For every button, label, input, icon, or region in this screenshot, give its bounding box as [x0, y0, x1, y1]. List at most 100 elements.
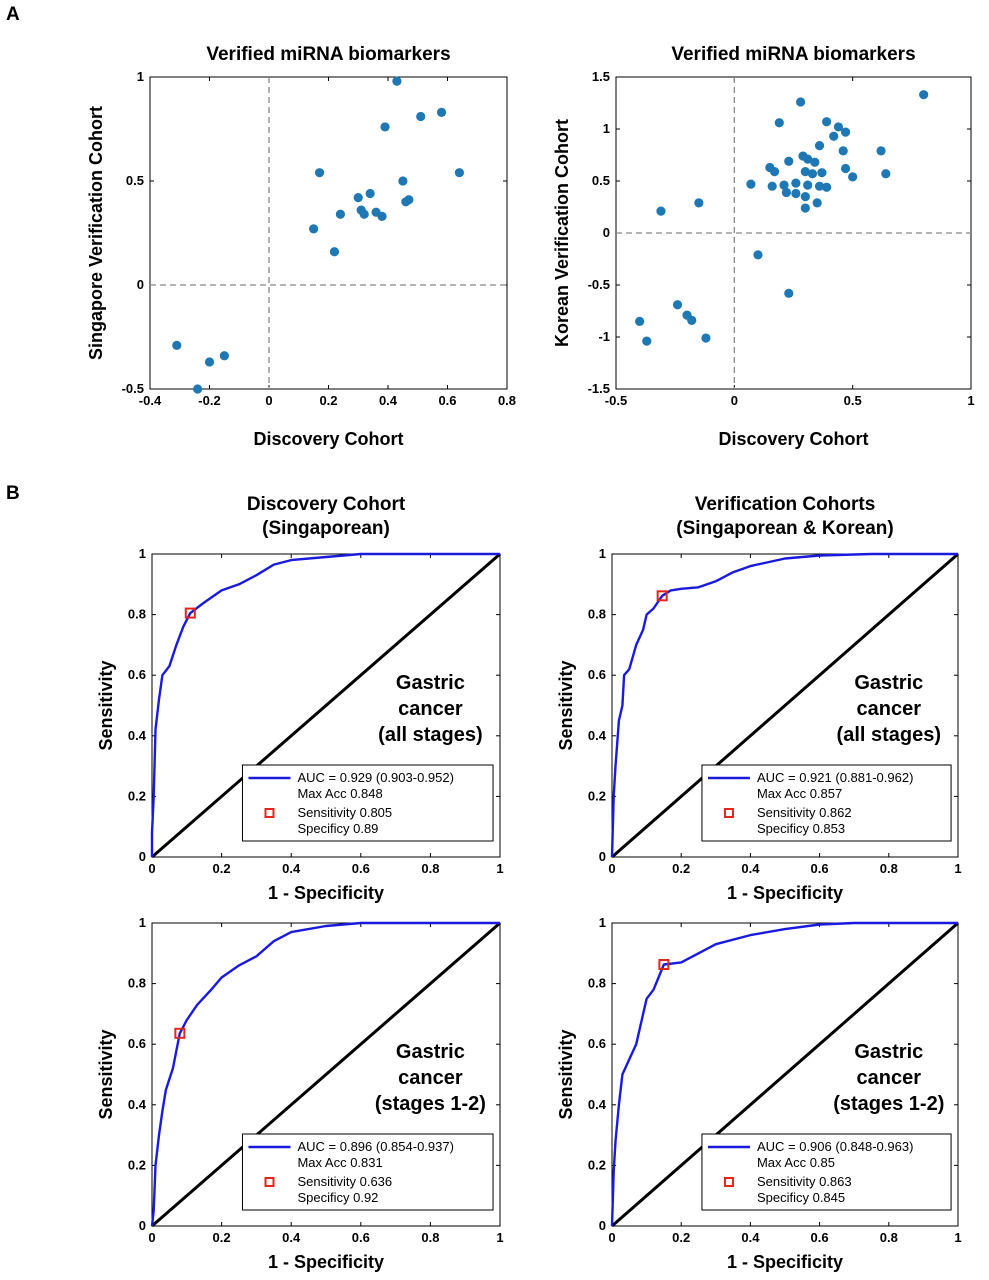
chart-1: -0.4 -0.2 0 0.2 0.4 0.6 0.8 -0.5 0 0.5 1 Discovery … — [86, 44, 516, 449]
data-point — [810, 157, 820, 167]
data-point — [822, 182, 832, 192]
chance-line — [151, 921, 501, 1228]
data-point — [807, 169, 818, 179]
x-tick-label: 0.2 — [213, 861, 231, 876]
chart-5: 0 0.2 0.4 0.6 0.8 1 0 0.2 0.4 0.6 0.8 1 1 - Specific… — [96, 915, 504, 1272]
annotation-line: (stages 1-2) — [375, 1093, 486, 1115]
y-tick-label: 0.4 — [128, 1097, 147, 1112]
y-tick-label: -0.5 — [122, 381, 144, 396]
y-tick-label: 0.4 — [588, 728, 607, 743]
x-tick-label: 1 — [496, 861, 503, 876]
chance-line — [151, 552, 501, 859]
x-tick-label: 0.6 — [438, 393, 456, 408]
x-tick-label: -0.4 — [139, 393, 162, 408]
data-point — [694, 198, 704, 208]
x-axis-label: 1 - Specificity — [268, 1252, 384, 1272]
data-point — [774, 118, 784, 128]
x-tick-label: 0.5 — [844, 393, 862, 408]
data-point — [204, 357, 215, 367]
data-point — [172, 340, 182, 350]
x-axis-label: 1 - Specificity — [727, 1252, 843, 1272]
x-tick-label: 0.6 — [352, 861, 370, 876]
data-point — [746, 179, 756, 189]
chart-2: -0.5 0 0.5 1 -1.5 -1 -0.5 0 0.5 1 1.5 Discovery Coh… — [552, 44, 975, 449]
y-tick-label: -1.5 — [588, 381, 610, 396]
y-tick-label: 0.4 — [588, 1097, 607, 1112]
y-tick-label: 0.2 — [588, 788, 606, 803]
legend-marker-swatch — [264, 808, 275, 818]
plot-frame — [151, 553, 501, 858]
data-point — [365, 188, 375, 199]
x-tick-label: 0.4 — [741, 861, 760, 876]
x-axis-label: 1 - Specificity — [727, 883, 843, 903]
data-point — [881, 169, 891, 179]
annotation-line: cancer — [398, 1067, 463, 1089]
y-tick-label: 0 — [137, 277, 144, 292]
legend-marker-swatch — [723, 1177, 734, 1187]
x-tick-label: 0.4 — [282, 861, 301, 876]
annotation-line: cancer — [398, 698, 463, 720]
legend-sensitivity: Sensitivity 0.862 — [757, 805, 852, 820]
x-tick-label: 0.2 — [672, 861, 690, 876]
chart-title-line: (Singaporean) — [262, 518, 390, 539]
legend-max-acc: Max Acc 0.831 — [297, 1155, 382, 1170]
data-point — [779, 180, 789, 190]
chance-line — [611, 921, 959, 1228]
y-tick-label: 0.5 — [592, 173, 610, 188]
x-tick-label: 0.2 — [672, 1230, 690, 1245]
data-point — [769, 167, 780, 177]
data-point — [454, 168, 464, 178]
chart-title: Verified miRNA biomarkers — [206, 44, 450, 65]
plot-frame — [151, 922, 501, 1227]
y-tick-label: 1 — [139, 546, 146, 561]
data-point — [833, 122, 844, 132]
data-point — [803, 154, 813, 164]
panel-label-a: A — [6, 4, 20, 25]
data-point — [377, 211, 387, 221]
y-tick-label: 1 — [139, 915, 146, 930]
data-point — [822, 117, 832, 127]
y-tick-label: 0 — [139, 849, 146, 864]
plot-frame — [611, 553, 959, 858]
annotation-line: Gastric — [854, 1041, 923, 1063]
data-point — [767, 181, 777, 191]
y-tick-label: 1 — [599, 546, 606, 561]
legend-sensitivity: Sensitivity 0.863 — [757, 1174, 852, 1189]
data-point — [656, 206, 666, 216]
x-tick-label: 1 — [954, 861, 961, 876]
y-tick-label: 1 — [137, 69, 144, 84]
data-point — [919, 90, 929, 100]
y-tick-label: 0 — [599, 1218, 606, 1233]
x-tick-label: 0 — [608, 861, 615, 876]
roc-curve — [610, 552, 958, 858]
chart-6: 0 0.2 0.4 0.6 0.8 1 0 0.2 0.4 0.6 0.8 1 1 - Specific… — [556, 915, 962, 1272]
y-tick-label: 0 — [603, 225, 610, 240]
data-point — [791, 188, 801, 199]
annotation-line: (stages 1-2) — [833, 1093, 944, 1115]
data-point — [817, 168, 827, 178]
legend-specificity: Specificy 0.92 — [297, 1190, 378, 1205]
annotation-line: cancer — [857, 698, 922, 720]
x-tick-label: 0 — [731, 393, 738, 408]
y-tick-label: 0 — [599, 849, 606, 864]
data-point — [838, 146, 848, 156]
x-tick-label: -0.2 — [198, 393, 220, 408]
legend-auc: AUC = 0.929 (0.903-0.952) — [297, 770, 453, 785]
x-tick-label: 0.6 — [352, 1230, 370, 1245]
data-point — [800, 167, 810, 177]
x-axis-label: 1 - Specificity — [268, 883, 384, 903]
data-point — [876, 146, 886, 156]
y-tick-label: 1.5 — [592, 69, 610, 84]
y-tick-label: 0.5 — [126, 173, 144, 188]
chart-title-line: Discovery Cohort — [247, 494, 406, 515]
optimal-point-marker — [174, 1027, 186, 1039]
x-tick-label: 0.8 — [880, 861, 898, 876]
data-point — [380, 122, 390, 132]
optimal-point-marker — [656, 590, 668, 602]
y-tick-label: 0.8 — [128, 976, 146, 991]
y-tick-label: -1 — [598, 329, 610, 344]
data-point — [314, 168, 325, 178]
legend-max-acc: Max Acc 0.857 — [757, 786, 842, 801]
annotation-line: (all stages) — [837, 724, 941, 746]
y-tick-label: 1 — [603, 121, 610, 136]
